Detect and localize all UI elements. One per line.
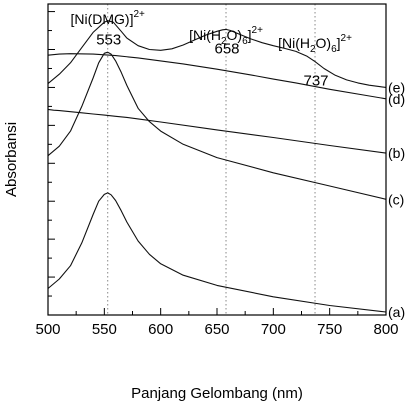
y-axis-title: Absorbansi xyxy=(3,122,20,197)
x-tick-label-550: 550 xyxy=(92,321,117,338)
x-axis-title: Panjang Gelombang (nm) xyxy=(131,385,303,402)
curve-label-e: (e) xyxy=(388,79,405,95)
species-annotation-3: [Ni(H2O)6]2+ xyxy=(278,33,352,55)
curve-label-d: (d) xyxy=(388,91,405,107)
curve-label-c: (c) xyxy=(388,191,404,207)
peak-label-658: 658 xyxy=(214,40,239,57)
x-tick-label-750: 750 xyxy=(317,321,342,338)
species-annotation-1: [Ni(DMG)]2+ xyxy=(71,9,146,27)
peak-label-737: 737 xyxy=(304,73,329,90)
x-tick-labels: 500 550 600 650 700 750 800 xyxy=(35,321,398,338)
x-tick-label-700: 700 xyxy=(261,321,286,338)
curve-label-a: (a) xyxy=(388,304,405,320)
plot-frame xyxy=(47,3,387,316)
series-line-c xyxy=(47,51,387,200)
series-line-b xyxy=(47,108,387,154)
series-line-d xyxy=(47,53,387,100)
x-tick-label-800: 800 xyxy=(373,321,398,338)
x-tick-label-650: 650 xyxy=(204,321,229,338)
peak-label-553: 553 xyxy=(96,32,121,49)
axis-ticks xyxy=(47,11,387,316)
series-lines xyxy=(47,20,387,313)
x-tick-label-500: 500 xyxy=(35,321,60,338)
series-line-e xyxy=(47,20,387,88)
species-annotation-2: [Ni(H2O)6]2+ xyxy=(189,25,263,47)
peak-labels: 553 658 737 xyxy=(96,32,328,90)
species-annotations: [Ni(DMG)]2+ [Ni(H2O)6]2+ [Ni(H2O)6]2+ xyxy=(71,9,353,55)
curve-labels: (a) (b) (c) (d)(e) xyxy=(388,79,405,320)
x-tick-label-600: 600 xyxy=(148,321,173,338)
series-line-a xyxy=(47,192,387,313)
curve-label-b: (b) xyxy=(388,145,405,161)
